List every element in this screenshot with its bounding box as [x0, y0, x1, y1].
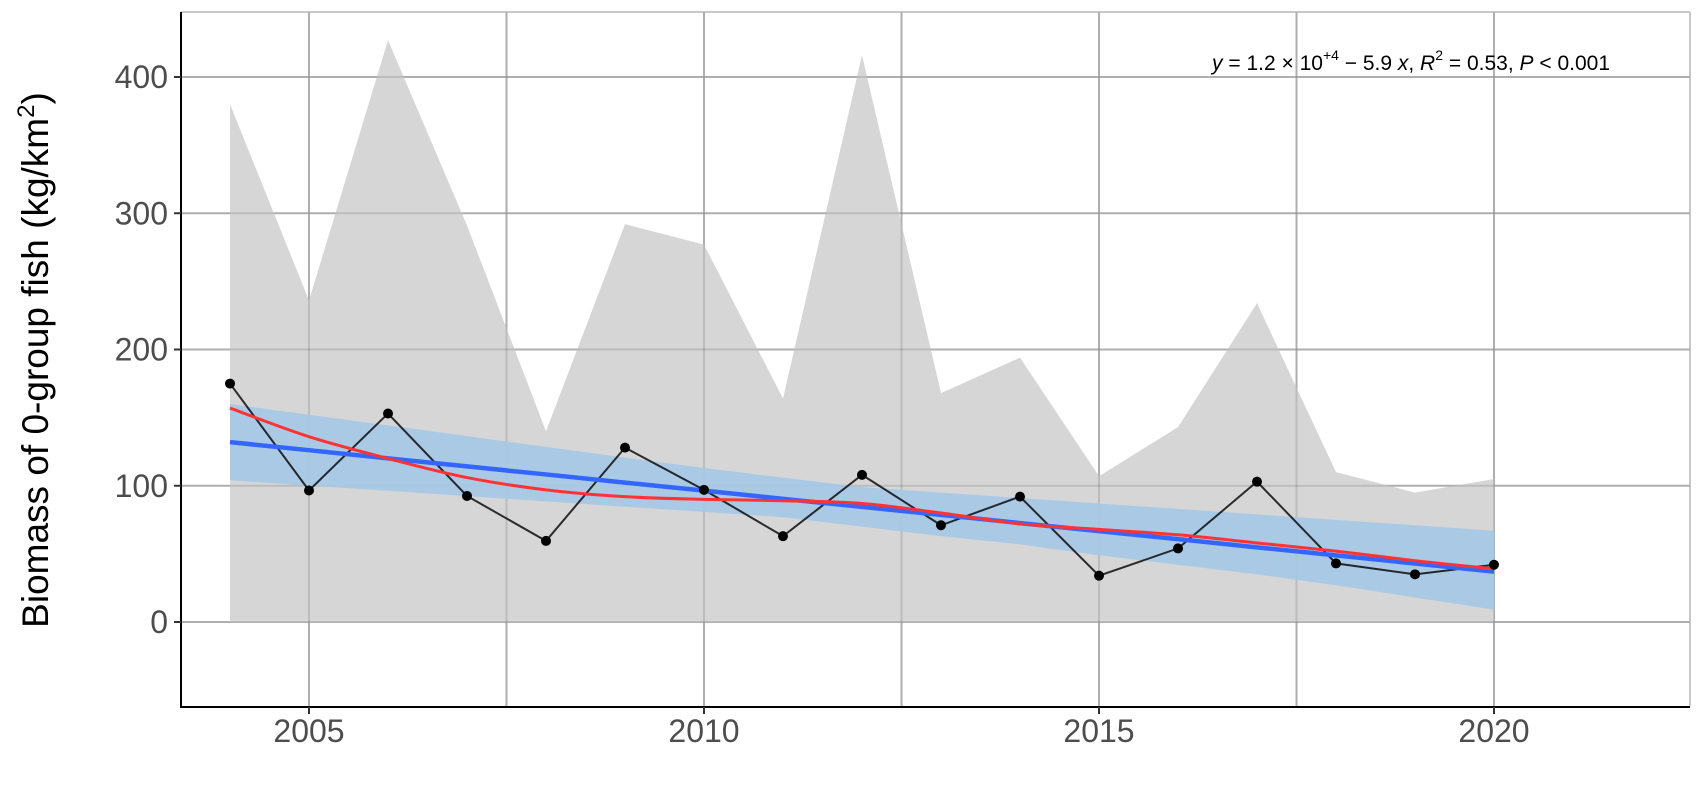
y-tick-label: 0	[150, 604, 168, 640]
data-point	[1489, 559, 1499, 570]
y-tick-label: 100	[115, 468, 168, 504]
y-tick-label: 200	[115, 332, 168, 368]
y-tick-label: 400	[115, 59, 168, 95]
eq-part3: = 0.53,	[1443, 52, 1519, 75]
y-axis-ticks: 0 100 200 300 400	[115, 59, 181, 640]
y-tick-label: 300	[115, 195, 168, 231]
x-tick-label: 2020	[1458, 713, 1529, 749]
eq-exponent: +4	[1323, 47, 1339, 63]
eq-part1: = 1.2 × 10	[1223, 52, 1323, 75]
x-tick-label: 2005	[273, 713, 344, 749]
eq-x: x	[1397, 52, 1410, 75]
data-point	[304, 485, 314, 496]
eq-y: y	[1210, 52, 1224, 75]
data-point	[778, 531, 788, 542]
eq-comma: ,	[1408, 52, 1420, 75]
eq-r-superscript: 2	[1435, 47, 1443, 63]
y-axis-title-end: )	[15, 92, 56, 104]
observed-points	[225, 378, 1499, 581]
data-point	[1410, 569, 1420, 580]
data-point	[620, 442, 630, 453]
y-axis-title-main: Biomass of 0-group fish (kg/km	[15, 118, 56, 628]
eq-part2: − 5.9	[1339, 52, 1398, 75]
data-point	[383, 408, 393, 419]
data-point	[225, 378, 235, 389]
loess-smooth-line	[229, 406, 1495, 571]
x-axis-ticks: 2005 2010 2015 2020	[273, 707, 1530, 749]
eq-part4: < 0.001	[1534, 52, 1610, 75]
data-point	[936, 520, 946, 531]
linear-fit-line	[229, 439, 1495, 574]
eq-r: R	[1420, 52, 1435, 75]
data-point	[1331, 558, 1341, 569]
data-point	[1094, 570, 1104, 581]
data-point	[699, 484, 709, 495]
x-tick-label: 2010	[668, 713, 739, 749]
eq-p: P	[1520, 52, 1534, 75]
y-axis-title-superscript: 2	[13, 105, 40, 118]
regression-equation-annotation: y = 1.2 × 10+4 − 5.9 x, R2 = 0.53, P < 0…	[1210, 47, 1610, 75]
data-point	[541, 535, 551, 546]
data-point	[1015, 491, 1025, 502]
data-point	[1252, 476, 1262, 487]
x-tick-label: 2015	[1063, 713, 1134, 749]
data-point	[462, 490, 472, 501]
data-point	[1173, 543, 1183, 554]
data-point	[857, 469, 867, 480]
y-axis-title: Biomass of 0-group fish (kg/km2)	[13, 92, 56, 628]
gridlines-overlay	[181, 12, 1690, 706]
